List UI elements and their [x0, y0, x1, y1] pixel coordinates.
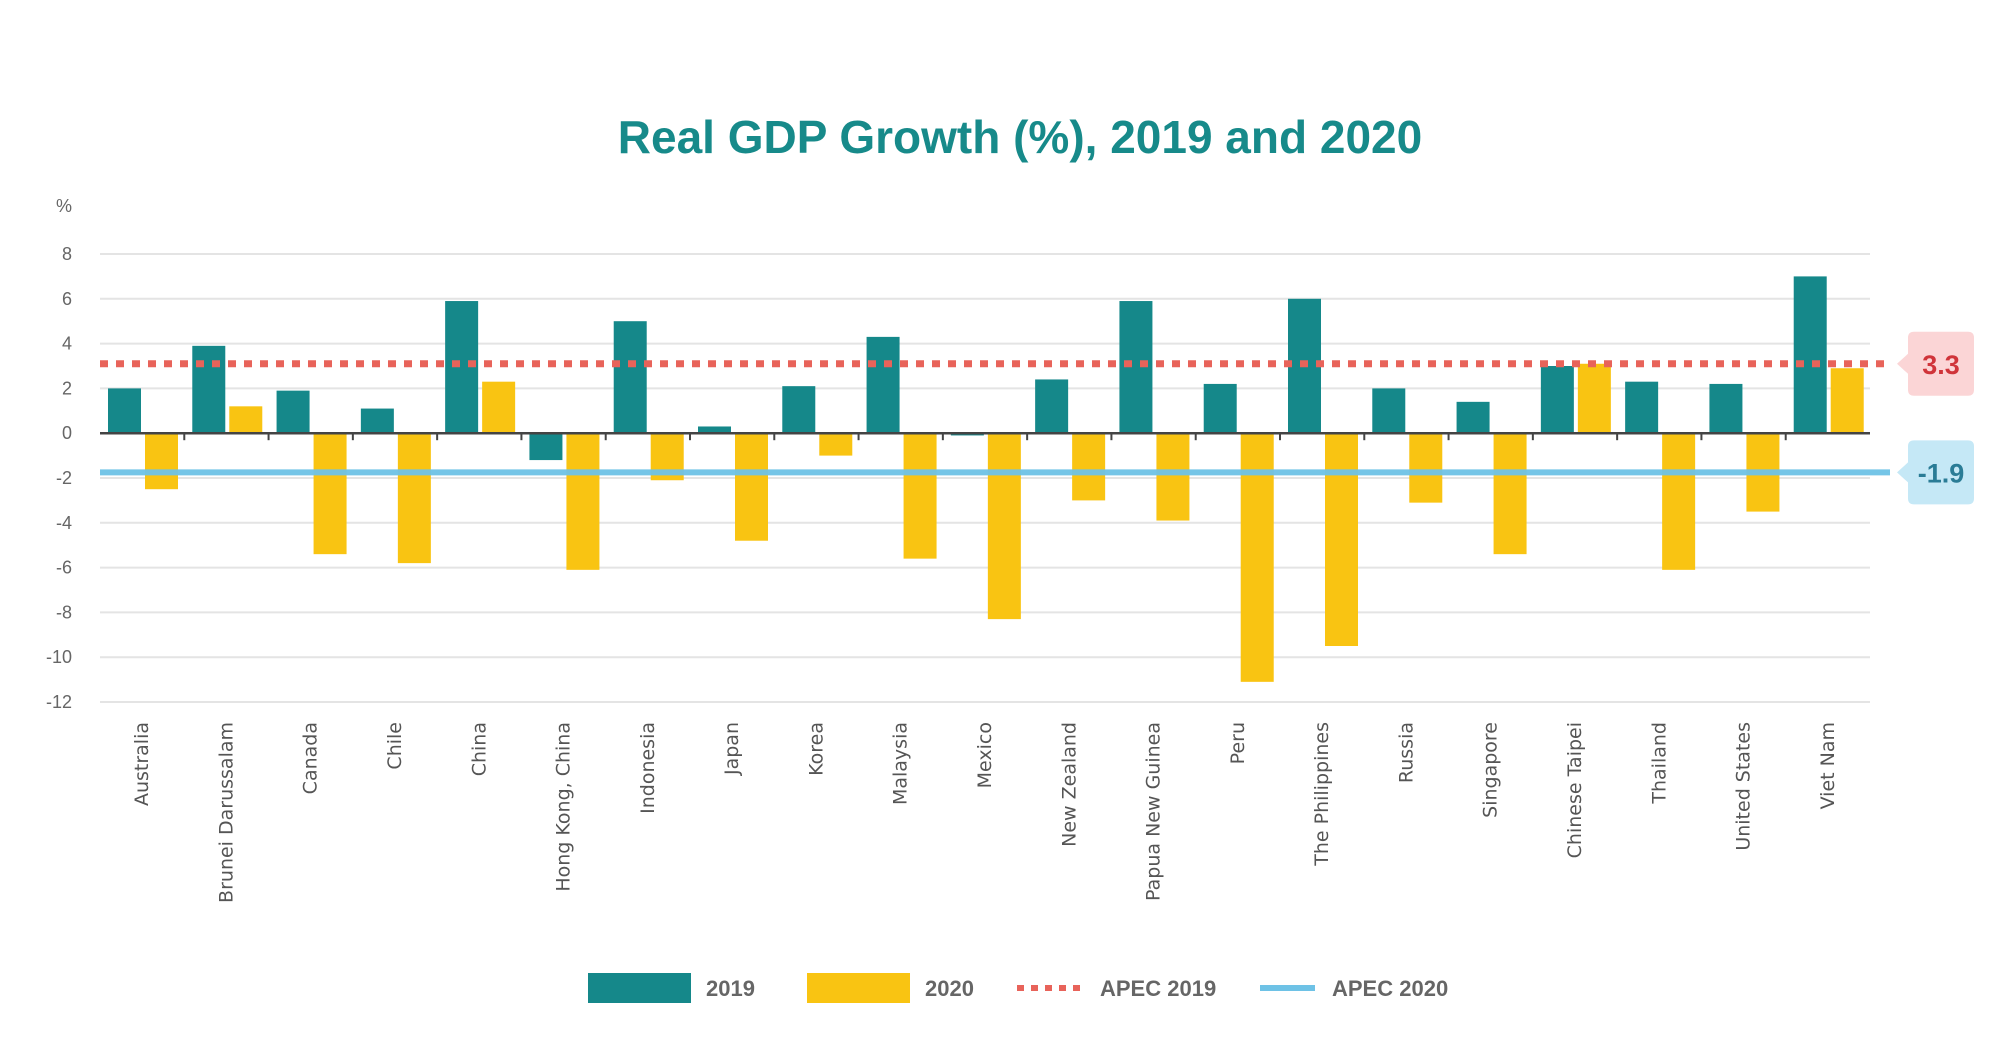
bar-2020 [1577, 363, 1611, 434]
chart-title: Real GDP Growth (%), 2019 and 2020 [618, 111, 1422, 163]
y-tick-label: 2 [62, 378, 72, 398]
x-category-label: Chile [384, 722, 406, 770]
value-badge [1897, 331, 1974, 396]
bar-2019 [1793, 276, 1827, 434]
bar-2020 [1156, 433, 1190, 521]
bar-2019 [698, 426, 731, 434]
bar-2019 [1540, 366, 1574, 434]
bar-2020 [1409, 433, 1443, 503]
y-tick-label: -6 [56, 558, 72, 578]
x-category-label: Korea [805, 722, 827, 776]
x-category-label: Viet Nam [1817, 722, 1839, 809]
bar-2020 [1493, 433, 1527, 555]
legend-label-apec-2019: APEC 2019 [1100, 976, 1216, 1001]
bar-2019 [108, 388, 141, 434]
bar-2020 [1325, 433, 1358, 646]
x-category-label: Peru [1227, 722, 1249, 764]
x-category-label: Australia [131, 722, 153, 806]
x-category-label: Malaysia [890, 722, 912, 805]
y-tick-label: -12 [46, 692, 72, 712]
x-category-label: Indonesia [637, 722, 659, 814]
x-category-label: Brunei Darussalam [215, 722, 237, 903]
x-category-label: Chinese Taipei [1564, 722, 1586, 858]
legend-swatch-2020 [807, 973, 910, 1003]
bar-2019 [866, 336, 900, 434]
y-tick-label: 0 [62, 423, 72, 443]
x-category-label: Russia [1395, 722, 1417, 783]
bar-2019 [782, 386, 816, 434]
value-badge [1897, 440, 1974, 505]
x-category-label: The Philippines [1311, 722, 1333, 867]
bar-2020 [313, 433, 347, 555]
bar-2019 [1035, 379, 1069, 434]
bar-2020 [1662, 433, 1696, 570]
bar-2019 [1709, 383, 1743, 434]
y-tick-label: 8 [62, 244, 72, 264]
x-category-label: Thailand [1648, 722, 1670, 805]
x-category-label: Japan [721, 722, 743, 776]
y-tick-label: -10 [46, 647, 72, 667]
bar-2019 [613, 321, 647, 434]
bar-2020 [397, 433, 431, 564]
value-badge-label: -1.9 [1918, 458, 1965, 488]
bar-2020 [482, 381, 516, 434]
bar-2019 [360, 408, 394, 434]
x-category-label: Canada [300, 722, 322, 794]
bar-2019 [1456, 401, 1490, 434]
x-category-label: Papua New Guinea [1143, 722, 1165, 901]
bar-2019 [1372, 388, 1406, 434]
x-category-label: China [468, 722, 490, 776]
value-badge-label: 3.3 [1922, 350, 1960, 380]
bar-2020 [987, 433, 1021, 620]
bar-2019 [192, 345, 226, 434]
legend-label-2020: 2020 [925, 976, 974, 1001]
bar-2019 [1203, 383, 1237, 434]
bar-2020 [566, 433, 600, 570]
y-tick-label: 6 [62, 289, 72, 309]
legend-swatch-2019 [588, 973, 691, 1003]
y-axis-label: % [56, 196, 72, 216]
y-tick-label: -2 [56, 468, 72, 488]
x-category-label: Singapore [1480, 722, 1502, 818]
x-category-label: New Zealand [1058, 722, 1080, 847]
bar-2020 [1072, 433, 1106, 501]
bar-2020 [145, 433, 178, 490]
x-category-label: Hong Kong, China [553, 722, 575, 892]
x-category-label: United States [1733, 722, 1755, 851]
y-tick-label: -4 [56, 513, 72, 533]
bar-2019 [529, 433, 563, 461]
bar-2020 [1830, 368, 1864, 434]
legend-label-apec-2020: APEC 2020 [1332, 976, 1448, 1001]
bar-2019 [1625, 381, 1659, 434]
bar-2020 [903, 433, 937, 559]
y-tick-label: -8 [56, 602, 72, 622]
legend-label-2019: 2019 [706, 976, 755, 1001]
x-category-label: Mexico [974, 722, 996, 788]
bar-2020 [819, 433, 853, 456]
bar-2020 [735, 433, 768, 541]
y-tick-label: 4 [62, 334, 72, 354]
bar-2020 [229, 406, 263, 434]
bar-2019 [276, 390, 310, 434]
